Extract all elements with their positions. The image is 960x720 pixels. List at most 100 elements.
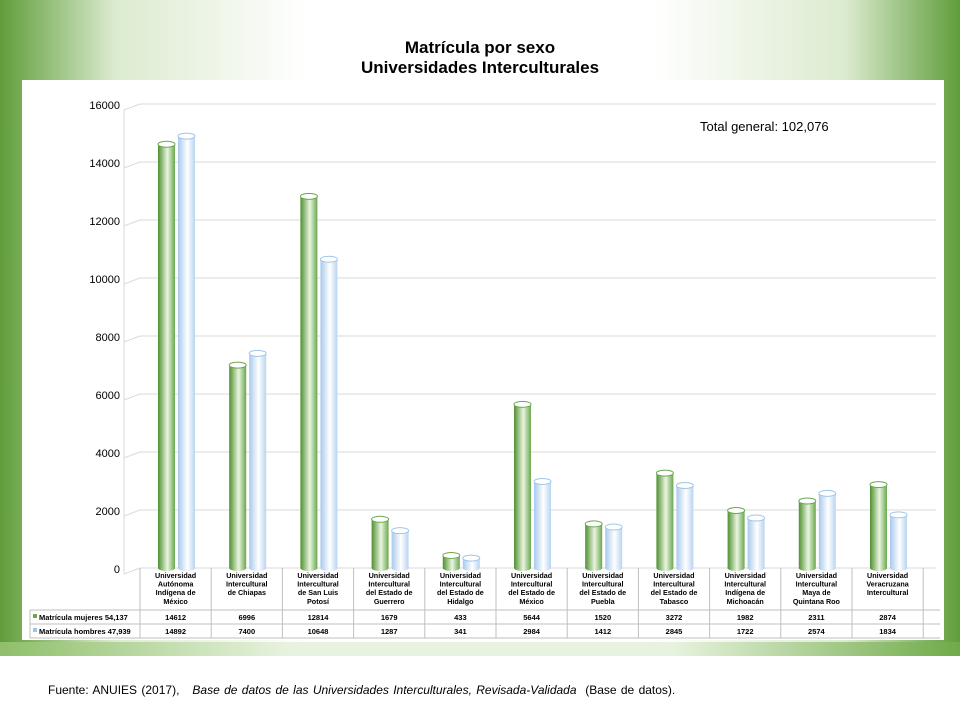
bar-hombres xyxy=(604,523,623,571)
bar-hombres xyxy=(177,132,196,571)
bar-hombres-body xyxy=(818,493,836,568)
category-label: Indígena de xyxy=(156,588,196,597)
category-label: Universidad xyxy=(369,571,410,580)
bar-mujeres xyxy=(228,361,247,571)
category-label: México xyxy=(519,597,544,606)
bar-mujeres-cap xyxy=(513,400,532,408)
bar-hombres-cap xyxy=(889,511,908,519)
bar-hombres-base xyxy=(747,565,765,571)
gridline-slant xyxy=(123,567,141,575)
bar-mujeres xyxy=(513,400,532,571)
gridline-slant xyxy=(123,161,141,169)
bar-hombres-body xyxy=(890,514,907,568)
data-label: 2845 xyxy=(666,627,683,636)
category-label: Universidad xyxy=(440,571,481,580)
category-label: Universidad xyxy=(796,571,837,580)
bar-mujeres-cap xyxy=(371,515,390,523)
category-label: del Estado de xyxy=(437,588,484,597)
bar-mujeres-body xyxy=(798,500,816,568)
bar-hombres xyxy=(889,511,908,571)
bar-hombres-cap xyxy=(248,349,267,357)
bar-hombres-cap xyxy=(818,489,837,497)
category-label: Universidad xyxy=(867,571,908,580)
bar-mujeres-body xyxy=(300,196,318,569)
gridline-slant xyxy=(123,509,141,517)
y-tick-label: 8000 xyxy=(96,332,120,344)
data-label: 1722 xyxy=(737,627,754,636)
bar-mujeres-cap xyxy=(442,551,461,559)
category-label: Indígena de xyxy=(725,588,765,597)
category-label: México xyxy=(163,597,188,606)
bar-hombres-base xyxy=(818,565,836,571)
category-label: del Estado de xyxy=(366,588,413,597)
bar-hombres-cap xyxy=(604,523,623,531)
legend-label: Matrícula hombres 47,939 xyxy=(39,627,131,636)
bar-mujeres-base xyxy=(229,565,247,571)
data-label: 2311 xyxy=(808,613,824,622)
y-tick-label: 10000 xyxy=(89,274,120,286)
category-label: Intercultural xyxy=(724,580,766,589)
bar-mujeres-base xyxy=(656,565,674,571)
category-label: de San Luis xyxy=(298,588,338,597)
gridline-slant xyxy=(123,277,141,285)
bar-hombres-base xyxy=(462,565,480,571)
bar-mujeres-body xyxy=(727,510,745,568)
bar-hombres-base xyxy=(676,565,694,571)
bar-mujeres xyxy=(442,551,461,571)
gridline-slant xyxy=(123,103,141,111)
source-note: Fuente: ANUIES (2017), Base de datos de … xyxy=(48,683,675,697)
category-label: Hidalgo xyxy=(447,597,474,606)
data-label: 14892 xyxy=(165,627,186,636)
source-prefix: Fuente: ANUIES (2017), xyxy=(48,683,180,697)
bar-mujeres-base xyxy=(300,565,318,571)
category-label: Intercultural xyxy=(368,580,410,589)
bar-hombres-body xyxy=(534,481,551,568)
bar-mujeres-body xyxy=(870,484,887,568)
total-annotation: Total general: 102,076 xyxy=(700,119,829,134)
legend-label: Matrícula mujeres 54,137 xyxy=(39,613,128,622)
bar-mujeres-body xyxy=(656,473,674,568)
bar-hombres-body xyxy=(249,353,267,568)
bar-hombres-cap xyxy=(747,514,766,522)
bar-hombres-base xyxy=(178,565,195,571)
data-label: 3272 xyxy=(666,613,683,622)
bar-hombres xyxy=(248,349,267,571)
bar-hombres-base xyxy=(391,565,409,571)
bar-hombres-base xyxy=(320,565,338,571)
bar-hombres-body xyxy=(391,530,409,568)
bar-hombres-cap xyxy=(533,477,552,485)
data-label: 1834 xyxy=(879,627,897,636)
data-label: 14612 xyxy=(165,613,186,622)
bar-hombres xyxy=(462,554,481,571)
data-label: 7400 xyxy=(238,627,255,636)
legend-swatch xyxy=(33,614,37,618)
chart-title: Matrícula por sexo Universidades Intercu… xyxy=(0,38,960,78)
bar-mujeres xyxy=(655,469,674,571)
bar-mujeres-base xyxy=(514,565,531,571)
y-tick-label: 0 xyxy=(114,564,120,576)
category-label: Potosí xyxy=(307,597,330,606)
category-label: Michoacán xyxy=(727,597,764,606)
bar-hombres xyxy=(391,527,410,571)
bar-mujeres-cap xyxy=(655,469,674,477)
bar-mujeres-cap xyxy=(798,497,817,505)
y-tick-label: 12000 xyxy=(89,216,120,228)
data-label: 2574 xyxy=(808,627,826,636)
source-suffix: (Base de datos). xyxy=(585,683,676,697)
gridline-slant xyxy=(123,219,141,227)
data-label: 1679 xyxy=(381,613,398,622)
bar-mujeres-cap xyxy=(157,140,176,148)
category-label: Universidad xyxy=(653,571,694,580)
category-label: Tabasco xyxy=(660,597,689,606)
plot-area: 0 2000 4000 6000 8000 10000 12000 14000 16000 Uni… xyxy=(22,80,944,640)
bar-mujeres xyxy=(869,481,888,571)
data-label: 1412 xyxy=(594,627,611,636)
data-label: 1287 xyxy=(381,627,398,636)
category-label: Intercultural xyxy=(297,580,339,589)
category-label: Intercultural xyxy=(582,580,624,589)
bar-hombres-cap xyxy=(675,481,694,489)
chart-svg: 0 2000 4000 6000 8000 10000 12000 14000 16000 Uni… xyxy=(29,100,940,639)
category-label: Intercultural xyxy=(796,580,838,589)
bar-hombres-cap xyxy=(319,255,338,263)
data-label: 1520 xyxy=(594,613,611,622)
